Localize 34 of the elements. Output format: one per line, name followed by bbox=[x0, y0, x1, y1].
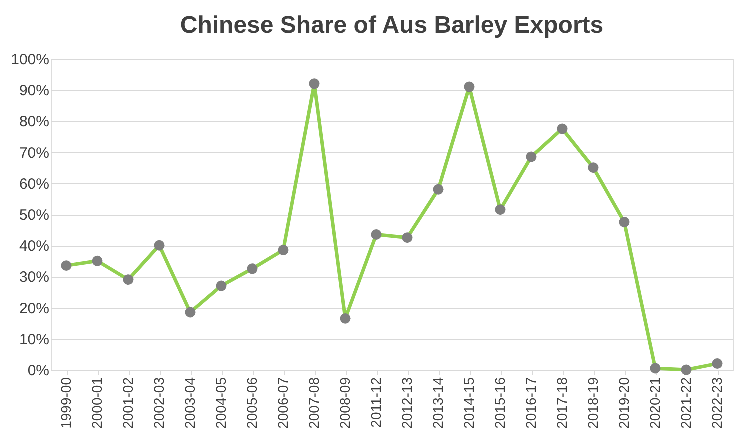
x-tick-label: 2005-06 bbox=[244, 377, 260, 429]
x-tick-label: 2002-03 bbox=[151, 377, 167, 429]
x-tick-label: 2007-08 bbox=[306, 377, 322, 429]
x-tick-label: 2012-13 bbox=[399, 377, 415, 429]
x-tick-label: 2008-09 bbox=[337, 377, 353, 429]
y-tick-label: 60% bbox=[19, 176, 50, 193]
y-tick-label: 0% bbox=[28, 362, 50, 380]
x-tick-label: 2006-07 bbox=[275, 377, 291, 429]
x-tick-label: 2011-12 bbox=[368, 377, 384, 428]
y-tick-label: 80% bbox=[19, 114, 50, 131]
x-tick-label: 2016-17 bbox=[523, 377, 539, 429]
x-tick-label: 2001-02 bbox=[120, 377, 136, 429]
y-tick-label: 40% bbox=[19, 238, 50, 256]
x-tick-label: 2018-19 bbox=[585, 377, 601, 429]
x-tick-label: 2022-23 bbox=[709, 377, 725, 429]
x-tick-label: 2013-14 bbox=[430, 377, 446, 429]
x-tick-label: 2014-15 bbox=[461, 377, 477, 429]
x-tick-label: 2020-21 bbox=[647, 377, 663, 429]
x-tick-label: 2021-22 bbox=[678, 377, 694, 429]
y-tick-label: 20% bbox=[19, 300, 50, 318]
y-tick-label: 90% bbox=[19, 82, 50, 100]
chart-title: Chinese Share of Aus Barley Exports bbox=[180, 12, 604, 39]
x-tick-label: 2017-18 bbox=[554, 377, 570, 429]
y-tick-label: 70% bbox=[19, 144, 50, 162]
y-tick-label: 10% bbox=[19, 331, 50, 348]
x-tick-label: 2015-16 bbox=[492, 377, 508, 429]
y-tick-label: 100% bbox=[11, 52, 50, 68]
x-tick-label: 2019-20 bbox=[616, 377, 632, 429]
x-tick-label: 2003-04 bbox=[182, 377, 198, 429]
y-tick-label: 30% bbox=[19, 269, 50, 286]
x-tick-label: 2000-01 bbox=[89, 377, 105, 429]
x-tick-label: 2004-05 bbox=[213, 377, 229, 429]
x-tick-label: 1999-00 bbox=[58, 377, 74, 429]
y-tick-label: 50% bbox=[19, 207, 50, 224]
